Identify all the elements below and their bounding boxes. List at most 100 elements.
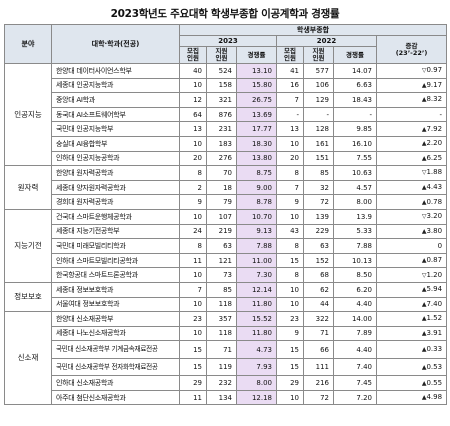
applicants-2023-cell: 321 (206, 92, 237, 108)
change-value: - (439, 110, 443, 119)
table-row: 아주대 첨단신소재공학과 11 134 12.18 10 72 7.20 ▲4.98 (5, 389, 448, 406)
applicants-2023-cell: 70 (206, 165, 237, 181)
rate-2023-cell: 8.75 (236, 165, 277, 181)
table-row: 국민대 미래모빌리티학과 8 63 7.88 8 63 7.88 0 (5, 238, 448, 254)
quota-2023-cell: 24 (179, 223, 207, 240)
rate-2023-cell: 8.78 (236, 194, 277, 210)
table-row: 신소재 한양대 신소재공학부 23 357 15.52 23 322 14.00 ▲1.52 (4, 311, 448, 406)
rate-2023-cell: 18.30 (236, 135, 277, 152)
rate-2023-cell: 15.52 (236, 311, 277, 327)
header-quota-2022: 모집 인원 (276, 46, 304, 64)
change-cell: ▽1.20 (375, 267, 448, 283)
quota-2022-cell: 10 (276, 281, 304, 298)
quota-2023-cell: 2 (179, 179, 207, 196)
applicants-2023-cell: 219 (206, 223, 237, 240)
applicants-2022-cell: 106 (303, 77, 334, 94)
dept-cell: 국민대 인공지능학부 (51, 121, 180, 137)
table-row: 국민대 신소재공학부 전자화학재료전공 15 119 7.93 15 111 7.40 ▲0.… (5, 357, 448, 377)
quota-2022-cell: 7 (276, 92, 304, 108)
field-cell: 정보보호 (4, 281, 52, 313)
rate-2023-cell: 7.88 (236, 238, 277, 254)
dept-cell: 서울여대 정보보호학과 (51, 296, 180, 313)
header-group: 학생부종합 (178, 24, 448, 36)
rate-2022-cell: 4.40 (333, 340, 377, 359)
dept-cell: 동국대 AI소프트웨어학부 (51, 106, 180, 123)
quota-2022-cell: - (276, 106, 304, 123)
quota-2022-cell: 13 (276, 121, 304, 137)
header-2023: 2023 (179, 35, 277, 47)
quota-2022-cell: 10 (276, 208, 304, 225)
rate-2022-cell: 16.10 (333, 135, 377, 152)
up-triangle-icon: ▲ (421, 394, 427, 402)
quota-2022-cell: 16 (276, 77, 304, 94)
rate-2022-cell: 4.57 (333, 179, 377, 196)
change-value: 0.87 (426, 256, 443, 265)
change-value: 1.20 (426, 270, 443, 279)
up-triangle-icon: ▲ (421, 286, 427, 294)
applicants-2023-cell: 71 (206, 340, 237, 359)
quota-2023-cell: 10 (179, 208, 207, 225)
table-row: 중앙대 AI학과 12 321 26.75 7 129 18.43 ▲8.32 (5, 92, 448, 108)
up-triangle-icon: ▲ (421, 315, 427, 323)
rate-2022-cell: 6.20 (333, 281, 377, 298)
quota-2023-cell: 11 (179, 252, 207, 269)
applicants-2022-cell: 66 (303, 340, 334, 359)
change-value: 3.20 (426, 212, 443, 221)
header-applicants-2023: 지원 인원 (206, 46, 237, 64)
rate-2023-cell: 11.80 (236, 296, 277, 313)
change-value: 5.94 (426, 285, 443, 294)
field-cell: 인공지능 (4, 62, 52, 167)
dept-cell: 세종대 양자원자력공학과 (51, 179, 180, 196)
up-triangle-icon: ▲ (421, 227, 427, 235)
change-value: 0.55 (426, 378, 443, 387)
up-triangle-icon: ▲ (421, 96, 427, 104)
dept-cell: 한양대 데이터사이언스학부 (51, 63, 180, 79)
up-triangle-icon: ▲ (421, 140, 427, 148)
table-row: 인하대 스마트모빌리티공학과 11 121 11.00 15 152 10.13 ▲0.87 (5, 252, 448, 269)
quota-2022-cell: 8 (276, 267, 304, 283)
dept-cell: 인하대 인공지능공학과 (51, 150, 180, 167)
change-value: 7.40 (426, 299, 443, 308)
change-value: 1.52 (426, 314, 443, 323)
applicants-2023-cell: 524 (206, 63, 237, 79)
rate-2023-cell: 9.00 (236, 179, 277, 196)
quota-2023-cell: 9 (179, 194, 207, 210)
applicants-2022-cell: 129 (303, 92, 334, 108)
up-triangle-icon: ▲ (421, 300, 427, 308)
up-triangle-icon: ▲ (421, 363, 427, 371)
dept-cell: 건국대 스마트운행체공학과 (51, 208, 180, 225)
rate-2022-cell: 13.9 (333, 208, 377, 225)
table-row: 세종대 나노신소재공학과 10 118 11.80 9 71 7.89 ▲3.91 (5, 325, 448, 342)
change-cell: ▽1.88 (375, 165, 448, 181)
applicants-2022-cell: 111 (303, 357, 334, 377)
up-triangle-icon: ▲ (421, 198, 427, 206)
table-row: 국민대 인공지능학부 13 231 17.77 13 128 9.85 ▲7.92 (5, 121, 448, 137)
quota-2023-cell: 10 (179, 296, 207, 313)
rate-2023-cell: 10.70 (236, 208, 277, 225)
quota-2022-cell: 23 (276, 311, 304, 327)
rate-2022-cell: 7.89 (333, 325, 377, 342)
rate-2022-cell: 4.40 (333, 296, 377, 313)
rate-2022-cell: 7.55 (333, 150, 377, 167)
rate-2022-cell: 10.13 (333, 252, 377, 269)
dept-cell: 세종대 정보보호학과 (51, 281, 180, 298)
table-row: 정보보호 세종대 정보보호학과 7 85 12.14 10 62 6.20 ▲5.94 (4, 281, 448, 313)
applicants-2022-cell: 72 (303, 389, 334, 406)
quota-2022-cell: 41 (276, 63, 304, 79)
rate-2022-cell: 18.43 (333, 92, 377, 108)
quota-2023-cell: 29 (179, 375, 207, 391)
quota-2022-cell: 8 (276, 165, 304, 181)
table-row: 서울여대 정보보호학과 10 118 11.80 10 44 4.40 ▲7.40 (5, 296, 448, 313)
applicants-2022-cell: 229 (303, 223, 334, 240)
rate-2022-cell: 14.00 (333, 311, 377, 327)
header-dept: 대학·학과(전공) (51, 24, 180, 64)
applicants-2023-cell: 357 (206, 311, 237, 327)
applicants-2023-cell: 118 (206, 296, 237, 313)
dept-cell: 숭실대 AI융합학부 (51, 135, 180, 152)
change-cell: ▲2.20 (375, 135, 448, 152)
change-cell: ▲1.52 (375, 311, 448, 327)
table-row: 숭실대 AI융합학부 10 183 18.30 10 161 16.10 ▲2.20 (5, 135, 448, 152)
dept-cell: 아주대 첨단신소재공학과 (51, 389, 180, 406)
change-value: 9.17 (426, 80, 443, 89)
quota-2023-cell: 15 (179, 357, 207, 377)
